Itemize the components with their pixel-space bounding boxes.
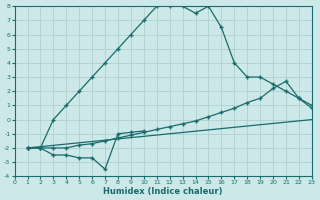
X-axis label: Humidex (Indice chaleur): Humidex (Indice chaleur) [103,187,223,196]
